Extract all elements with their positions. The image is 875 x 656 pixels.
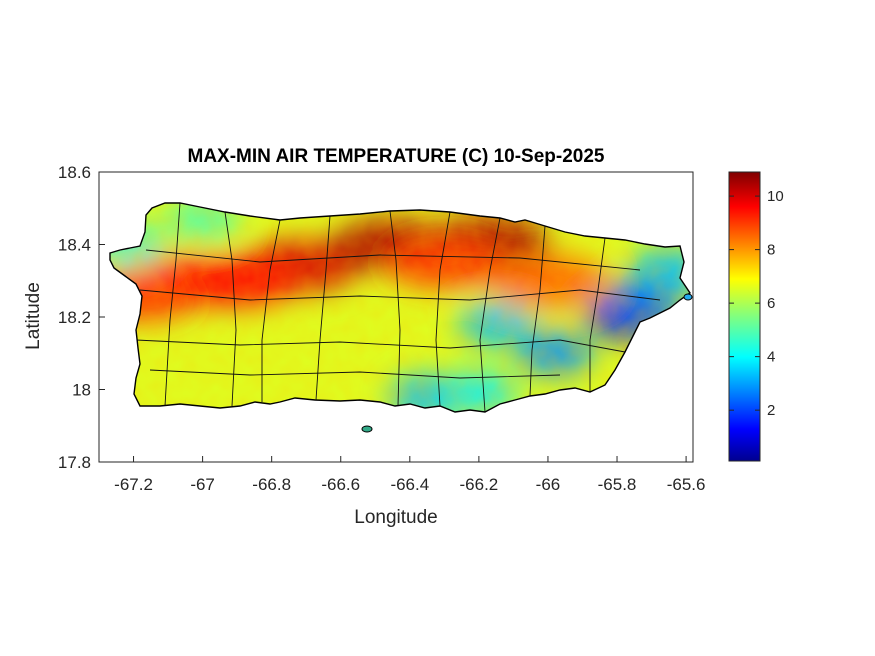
y-tick-label: 18.6 [58,163,91,182]
colorbar-tick-label: 8 [767,242,775,259]
municipal-border-1 [224,211,237,407]
x-tick-label: -66.6 [321,475,360,494]
x-tick-label: -66.8 [252,475,291,494]
x-tick-label: -67.2 [114,475,153,494]
municipal-border-0 [164,203,181,407]
x-tick-label: -65.6 [667,475,706,494]
municipal-border-7 [529,225,546,397]
x-axis-ticks: -67.2 -67 -66.8 -66.6 -66.4 -66.2 -66 -65.8 -65.… [114,456,705,494]
colorbar-tick-label: 4 [767,349,775,366]
x-tick-label: -66.4 [390,475,429,494]
y-tick-label: 17.8 [58,453,91,472]
municipal-border-4 [389,210,401,407]
chart-title: MAX-MIN AIR TEMPERATURE (C) 10-Sep-2025 [188,146,605,167]
municipal-border-12 [149,369,561,379]
municipal-border-6 [479,217,501,412]
x-tick-label: -66.2 [460,475,499,494]
east-islet [683,293,693,301]
caja-de-muertos-island [361,425,373,433]
municipal-border-8 [589,237,606,392]
x-tick-label: -66 [536,475,561,494]
municipal-border-9 [139,289,661,301]
municipal-border-11 [145,249,641,271]
temperature-field [110,203,690,412]
x-tick-label: -67 [190,475,215,494]
municipal-border-10 [135,339,626,353]
colorbar-tick-label: 6 [767,295,775,312]
colorbar-tick-label: 2 [767,402,775,419]
colorbar-tick-label: 10 [767,188,784,205]
municipal-border-3 [315,215,331,401]
municipal-borders [135,203,661,412]
colorbar-ticks: 2 4 6 8 10 [729,188,784,419]
y-axis-label: Latitude [23,282,44,350]
y-axis-ticks: 17.8 18 18.2 18.4 18.6 [58,163,105,472]
y-tick-label: 18 [72,381,91,400]
colorbar [728,171,761,462]
y-tick-label: 18.2 [58,308,91,327]
municipal-border-5 [435,211,451,407]
x-tick-label: -65.8 [598,475,637,494]
y-tick-label: 18.4 [58,236,91,255]
x-axis-label: Longitude [354,507,437,528]
municipal-border-2 [261,219,281,402]
